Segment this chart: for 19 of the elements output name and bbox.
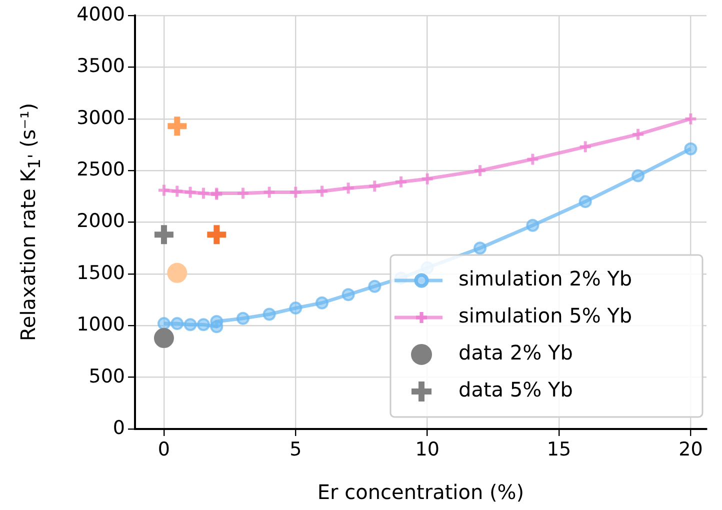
y-tick-label: 1500 bbox=[76, 262, 125, 284]
x-tick-label: 20 bbox=[678, 438, 703, 460]
y-tick-label: 1000 bbox=[76, 314, 125, 336]
x-axis-title: Er concentration (%) bbox=[317, 480, 524, 504]
legend-label: data 5% Yb bbox=[458, 378, 573, 402]
y-tick-label: 0 bbox=[112, 416, 125, 439]
y-tick-label: 2500 bbox=[76, 158, 125, 180]
x-tick-label: 0 bbox=[158, 438, 170, 460]
x-tick-label: 5 bbox=[290, 438, 302, 460]
y-tick-label: 500 bbox=[88, 365, 125, 388]
y-tick-label: 3500 bbox=[76, 55, 125, 78]
y-tick-label: 4000 bbox=[76, 3, 125, 26]
legend-label: simulation 5% Yb bbox=[458, 304, 632, 328]
y-tick-label: 3000 bbox=[76, 106, 125, 129]
legend-label: simulation 2% Yb bbox=[458, 266, 632, 291]
y-tick-label: 2000 bbox=[76, 210, 125, 232]
x-tick-label: 10 bbox=[415, 438, 440, 460]
x-tick-label: 15 bbox=[546, 438, 572, 460]
legend-label: data 2% Yb bbox=[458, 340, 573, 365]
